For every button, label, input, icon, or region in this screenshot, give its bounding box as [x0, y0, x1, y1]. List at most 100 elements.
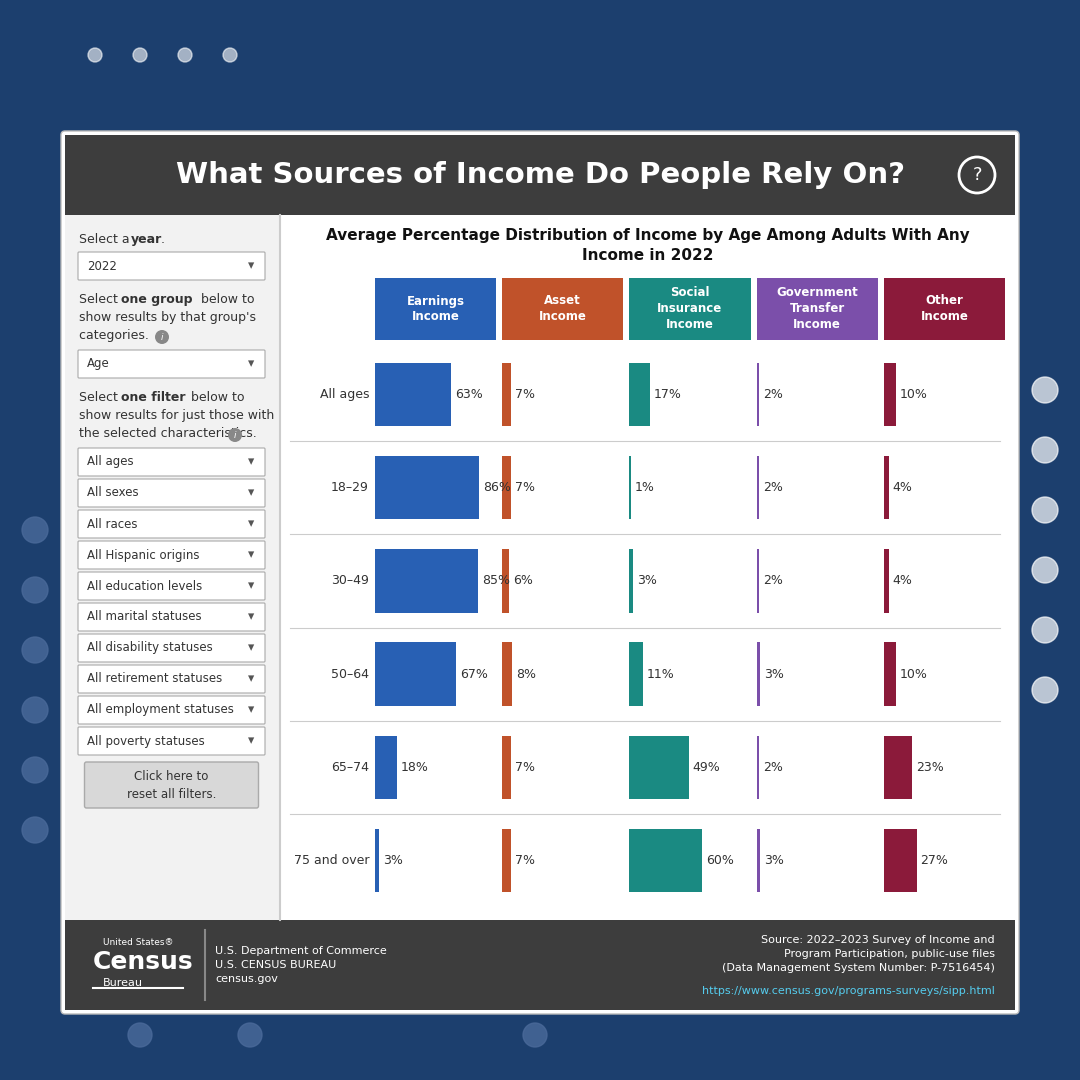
Bar: [502, 735, 511, 799]
Circle shape: [1032, 437, 1058, 463]
Text: ?: ?: [972, 166, 982, 184]
Circle shape: [133, 48, 147, 62]
Text: Social
Insurance
Income: Social Insurance Income: [658, 286, 723, 332]
Bar: [502, 643, 512, 705]
Bar: [883, 363, 896, 427]
Text: 10%: 10%: [900, 667, 928, 680]
Text: i: i: [161, 334, 163, 342]
Text: ▾: ▾: [247, 580, 254, 593]
Text: year: year: [131, 233, 162, 246]
Text: Average Percentage Distribution of Income by Age Among Adults With Any
Income in: Average Percentage Distribution of Incom…: [326, 228, 970, 262]
Bar: [757, 363, 759, 427]
Text: U.S. Department of Commerce
U.S. CENSUS BUREAU
census.gov: U.S. Department of Commerce U.S. CENSUS …: [215, 946, 387, 984]
Bar: [502, 828, 511, 892]
Bar: [757, 643, 760, 705]
Circle shape: [22, 816, 48, 843]
Text: ▾: ▾: [247, 610, 254, 623]
Bar: [757, 828, 760, 892]
Circle shape: [1032, 497, 1058, 523]
FancyBboxPatch shape: [78, 350, 265, 378]
FancyBboxPatch shape: [78, 665, 265, 693]
Text: 2%: 2%: [764, 760, 783, 773]
Circle shape: [1032, 557, 1058, 583]
Text: Other
Income: Other Income: [920, 295, 969, 324]
Text: 10%: 10%: [900, 388, 928, 401]
Bar: [630, 363, 650, 427]
Text: ▾: ▾: [247, 259, 254, 272]
Text: All Hispanic origins: All Hispanic origins: [87, 549, 200, 562]
Text: 63%: 63%: [456, 388, 483, 401]
FancyBboxPatch shape: [78, 727, 265, 755]
Text: below to: below to: [187, 391, 244, 404]
FancyBboxPatch shape: [78, 634, 265, 662]
Circle shape: [1032, 617, 1058, 643]
Text: categories.: categories.: [79, 329, 153, 342]
Text: All disability statuses: All disability statuses: [87, 642, 213, 654]
Bar: [375, 456, 480, 519]
Bar: [757, 456, 759, 519]
Bar: [630, 735, 689, 799]
Text: Source: 2022–2023 Survey of Income and
Program Participation, public-use files
(: Source: 2022–2023 Survey of Income and P…: [723, 935, 995, 973]
Text: 50–64: 50–64: [330, 667, 369, 680]
FancyBboxPatch shape: [78, 541, 265, 569]
Bar: [883, 828, 917, 892]
Text: What Sources of Income Do People Rely On?: What Sources of Income Do People Rely On…: [175, 161, 905, 189]
Text: the selected characteristics.: the selected characteristics.: [79, 427, 260, 440]
Text: 3%: 3%: [765, 667, 784, 680]
Bar: [630, 278, 751, 340]
Text: 7%: 7%: [515, 854, 535, 867]
Text: 3%: 3%: [382, 854, 403, 867]
Text: 60%: 60%: [706, 854, 734, 867]
Bar: [375, 278, 496, 340]
Text: All education levels: All education levels: [87, 580, 202, 593]
Text: 86%: 86%: [483, 482, 511, 495]
Text: Census: Census: [93, 950, 193, 974]
Text: one filter: one filter: [121, 391, 186, 404]
Bar: [502, 278, 623, 340]
Text: 11%: 11%: [647, 667, 675, 680]
Circle shape: [22, 757, 48, 783]
Text: .: .: [161, 233, 165, 246]
Text: 17%: 17%: [654, 388, 681, 401]
Text: 6%: 6%: [513, 575, 534, 588]
Text: 1%: 1%: [635, 482, 654, 495]
Circle shape: [222, 48, 237, 62]
Text: Age: Age: [87, 357, 110, 370]
Text: 2022: 2022: [87, 259, 117, 272]
FancyBboxPatch shape: [78, 448, 265, 476]
Circle shape: [178, 48, 192, 62]
Text: 23%: 23%: [916, 760, 944, 773]
Bar: [375, 363, 451, 427]
Circle shape: [22, 697, 48, 723]
Text: ▾: ▾: [247, 673, 254, 686]
Text: All poverty statuses: All poverty statuses: [87, 734, 205, 747]
Text: 18–29: 18–29: [332, 482, 369, 495]
Text: one group: one group: [121, 293, 192, 306]
Circle shape: [1032, 377, 1058, 403]
Text: https://www.census.gov/programs-surveys/sipp.html: https://www.census.gov/programs-surveys/…: [702, 986, 995, 996]
Circle shape: [156, 330, 168, 345]
Bar: [757, 550, 759, 612]
FancyBboxPatch shape: [78, 252, 265, 280]
Text: 67%: 67%: [460, 667, 488, 680]
Text: show results for just those with: show results for just those with: [79, 409, 274, 422]
Text: 7%: 7%: [515, 388, 535, 401]
Text: ▾: ▾: [247, 734, 254, 747]
FancyBboxPatch shape: [78, 572, 265, 600]
Text: 2%: 2%: [764, 482, 783, 495]
Text: 8%: 8%: [516, 667, 536, 680]
Text: Asset
Income: Asset Income: [539, 295, 586, 324]
Circle shape: [22, 577, 48, 603]
Text: 49%: 49%: [692, 760, 720, 773]
Text: 3%: 3%: [637, 575, 657, 588]
Text: All ages: All ages: [87, 456, 134, 469]
Circle shape: [228, 428, 242, 442]
Text: 4%: 4%: [893, 482, 913, 495]
Circle shape: [1032, 677, 1058, 703]
Text: 65–74: 65–74: [330, 760, 369, 773]
Text: All sexes: All sexes: [87, 486, 138, 499]
Bar: [65, 215, 280, 920]
Text: 7%: 7%: [515, 482, 535, 495]
Text: Select a: Select a: [79, 233, 134, 246]
Bar: [630, 456, 631, 519]
